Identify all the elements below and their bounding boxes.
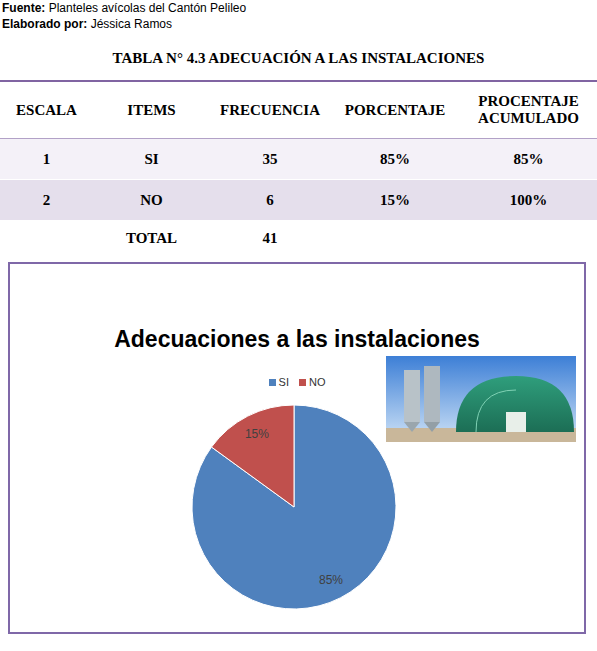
html-text:TOTAL: TOTAL <box>125 229 178 246</box>
html-text:85%: 85% <box>513 150 544 167</box>
html-text:Elaborado por: Jéssica Ramos: Elaborado por: Jéssica Ramos <box>2 17 172 31</box>
html-text:100%: 100% <box>509 191 548 208</box>
html-text:15%: 15% <box>380 191 410 208</box>
html-text:ITEMS: ITEMS <box>127 101 176 118</box>
html-text:FRECUENCIA: FRECUENCIA <box>220 101 320 118</box>
html-text:Fuente: Planteles avícolas del: Fuente: Planteles avícolas del Cantón Pe… <box>2 1 247 15</box>
html-text:NO: NO <box>309 376 326 388</box>
html-text:1: 1 <box>42 150 51 167</box>
html-text:SI: SI <box>144 150 159 167</box>
html-text:Adecuaciones a las instalacion: Adecuaciones a las instalaciones <box>114 326 480 352</box>
svg-text:15%: 15% <box>245 427 269 441</box>
html-text:35: 35 <box>262 150 278 167</box>
html-text:NO: NO <box>140 191 163 208</box>
html-text:SI: SI <box>278 376 289 388</box>
html-text:41: 41 <box>262 229 278 246</box>
html-text:ESCALA: ESCALA <box>16 101 77 118</box>
html-text:TABLA N° 4.3 ADECUACIÓN A LAS: TABLA N° 4.3 ADECUACIÓN A LAS INSTALACIO… <box>112 50 485 66</box>
html-text:PORCENTAJE: PORCENTAJE <box>344 101 446 118</box>
svg-text:85%: 85% <box>319 573 343 587</box>
html-text:85%: 85% <box>380 150 410 167</box>
html-text:PROCENTAJE ACUMULADO: PROCENTAJE ACUMULADO <box>478 93 579 126</box>
html-text:6: 6 <box>266 191 274 208</box>
html-text:2: 2 <box>42 191 51 208</box>
